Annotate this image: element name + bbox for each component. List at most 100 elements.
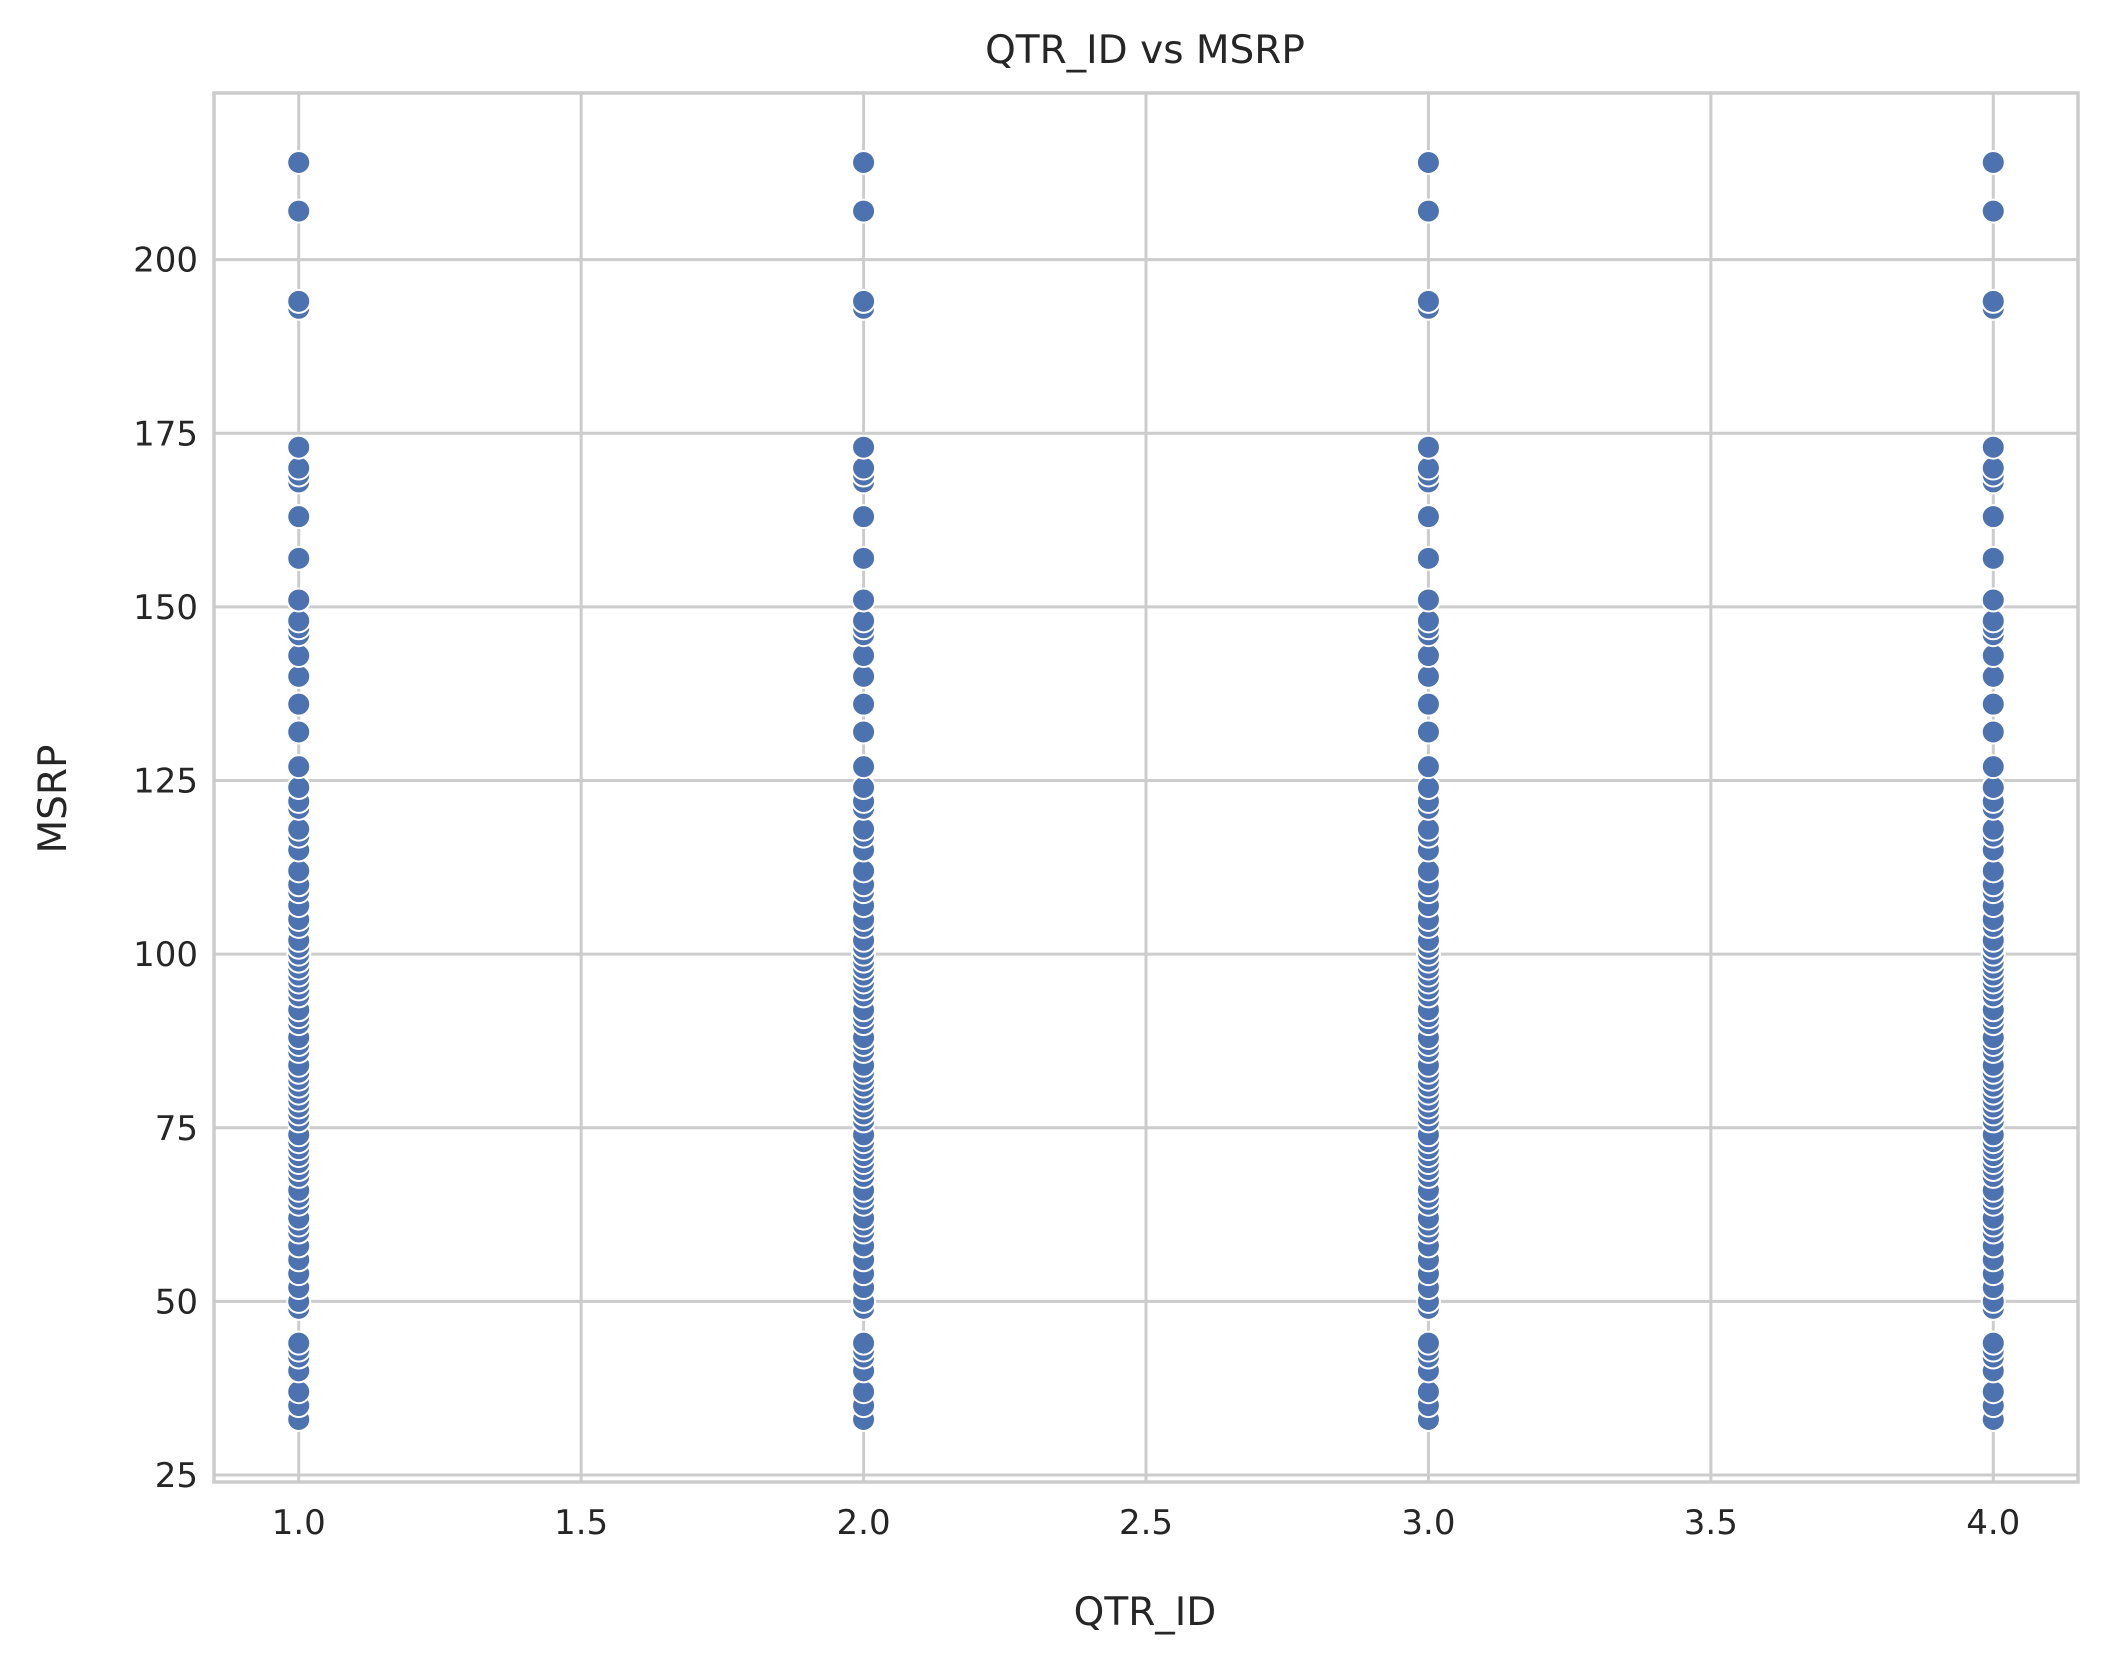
x-tick-label: 3.0: [1401, 1503, 1455, 1543]
data-point: [1415, 754, 1441, 780]
chart-title: QTR_ID vs MSRP: [985, 28, 1305, 73]
data-point: [851, 288, 877, 314]
data-point: [1415, 1379, 1441, 1405]
data-point: [1980, 858, 2006, 884]
data-point: [286, 198, 312, 224]
data-point: [1980, 608, 2006, 634]
data-point: [1980, 434, 2006, 460]
data-point: [1415, 455, 1441, 481]
data-point: [1415, 858, 1441, 884]
data-point: [1980, 288, 2006, 314]
data-point: [286, 754, 312, 780]
data-point: [1415, 149, 1441, 175]
data-point: [1980, 775, 2006, 800]
data-point: [1980, 643, 2006, 669]
data-point: [286, 434, 312, 460]
data-point: [1415, 545, 1441, 571]
data-point: [1980, 816, 2006, 842]
data-point: [851, 434, 877, 460]
data-point: [1980, 754, 2006, 780]
y-tick-label: 175: [133, 414, 198, 454]
data-point: [286, 587, 312, 613]
data-point: [851, 587, 877, 613]
data-point: [851, 149, 877, 175]
data-point: [1415, 288, 1441, 314]
x-tick-label: 2.0: [837, 1503, 891, 1543]
y-tick-label: 25: [155, 1456, 198, 1496]
data-point: [1415, 1330, 1441, 1356]
data-point: [286, 149, 312, 175]
data-point: [1415, 587, 1441, 613]
x-axis-label: QTR_ID: [1074, 1590, 1217, 1635]
data-point: [1415, 198, 1441, 224]
y-tick-label: 100: [133, 935, 198, 975]
x-tick-label: 2.5: [1119, 1503, 1173, 1543]
data-point: [851, 643, 877, 669]
data-point: [851, 504, 877, 530]
data-point: [851, 816, 877, 842]
data-point: [286, 545, 312, 571]
data-point: [1415, 719, 1441, 745]
data-point: [1415, 663, 1441, 689]
data-point: [851, 455, 877, 481]
data-point: [851, 719, 877, 745]
data-point: [1415, 434, 1441, 460]
data-point: [1980, 719, 2006, 745]
data-point: [1980, 691, 2006, 717]
data-point: [851, 775, 877, 800]
data-point: [1415, 816, 1441, 842]
data-point: [851, 1379, 877, 1405]
data-point: [1980, 149, 2006, 175]
data-point: [1980, 1330, 2006, 1356]
data-point: [1415, 691, 1441, 717]
data-point: [286, 288, 312, 314]
data-point: [286, 663, 312, 689]
x-tick-label: 4.0: [1966, 1503, 2020, 1543]
data-point: [1415, 775, 1441, 800]
data-point: [1980, 587, 2006, 613]
y-tick-label: 150: [133, 588, 198, 628]
data-point: [1980, 663, 2006, 689]
data-point: [286, 608, 312, 634]
x-tick-label: 1.5: [554, 1503, 608, 1543]
y-tick-label: 200: [133, 241, 198, 281]
data-point: [1980, 198, 2006, 224]
data-point: [851, 545, 877, 571]
data-point: [1415, 608, 1441, 634]
data-point: [286, 719, 312, 745]
data-point: [851, 663, 877, 689]
data-point: [286, 643, 312, 669]
data-point: [1980, 1379, 2006, 1405]
data-point: [286, 1330, 312, 1356]
data-point: [851, 198, 877, 224]
data-point: [1415, 643, 1441, 669]
data-point: [1980, 504, 2006, 530]
y-tick-label: 75: [155, 1109, 198, 1149]
data-point: [286, 775, 312, 800]
x-tick-labels: 1.0 1.5 2.0 2.5 3.0 3.5 4.0: [272, 1503, 2021, 1543]
data-point: [851, 608, 877, 634]
y-axis-label: MSRP: [31, 744, 76, 853]
data-point: [1980, 455, 2006, 481]
data-point: [286, 504, 312, 530]
data-point: [286, 691, 312, 717]
y-tick-label: 125: [133, 762, 198, 802]
data-point: [851, 691, 877, 717]
data-point: [1980, 545, 2006, 571]
y-tick-labels: 25 50 75 100 125 150 175 200: [133, 241, 198, 1496]
y-tick-label: 50: [155, 1282, 198, 1322]
data-point: [851, 1330, 877, 1356]
grid: [214, 93, 2078, 1482]
x-tick-label: 3.5: [1684, 1503, 1738, 1543]
x-tick-label: 1.0: [272, 1503, 326, 1543]
data-point: [286, 455, 312, 481]
data-point: [286, 1379, 312, 1405]
data-points: [286, 149, 2006, 1432]
data-point: [851, 754, 877, 780]
data-point: [851, 858, 877, 884]
plot-frame: [212, 91, 2080, 1484]
data-point: [286, 816, 312, 842]
data-point: [1415, 504, 1441, 530]
